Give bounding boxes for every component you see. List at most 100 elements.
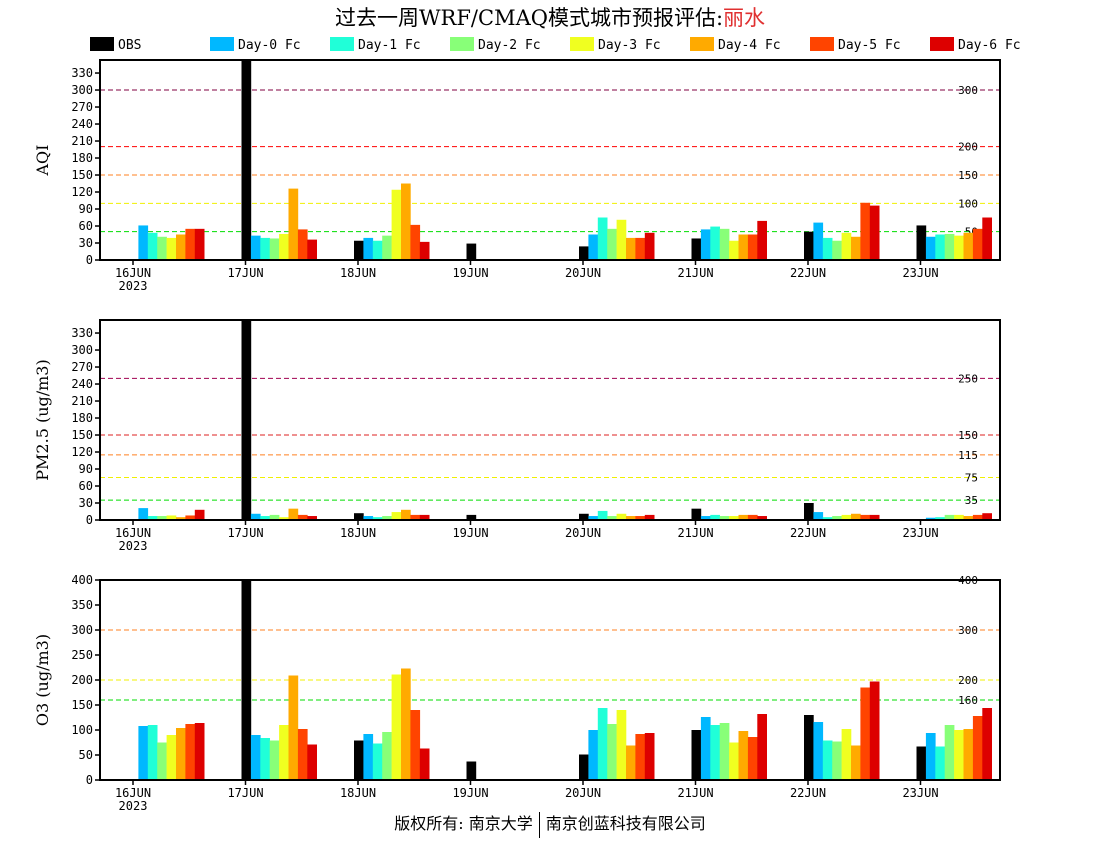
y-tick-label: 300 — [71, 623, 93, 637]
x-tick-label: 21JUN — [677, 786, 713, 800]
bar-day-2-fc — [832, 516, 842, 520]
bar-day-4-fc — [963, 729, 974, 780]
bar-day-2-fc — [832, 240, 842, 260]
reference-line-label: 160 — [958, 694, 978, 707]
bar-day-4-fc — [738, 731, 749, 780]
bar-day-3-fc — [279, 517, 289, 520]
bar-day-4-fc — [963, 516, 974, 520]
bar-day-1-fc — [260, 516, 270, 520]
bar-day-4-fc — [176, 728, 186, 780]
bar-day-6-fc — [644, 232, 655, 260]
legend-label-1: Day-0 Fc — [238, 38, 301, 53]
panel-0: 3002001501005003060901201501802102402703… — [33, 59, 1001, 293]
bar-obs — [579, 754, 589, 780]
reference-line-label: 300 — [958, 624, 978, 637]
title-text: 过去一周WRF/CMAQ模式城市预报评估: — [334, 6, 724, 30]
x-tick-label: 2023 — [119, 799, 148, 813]
bar-day-3-fc — [954, 514, 964, 520]
y-tick-label: 150 — [71, 428, 93, 442]
bar-day-0-fc — [363, 734, 374, 780]
y-tick-label: 100 — [71, 723, 93, 737]
bar-day-5-fc — [297, 229, 308, 260]
bar-day-4-fc — [401, 183, 411, 260]
y-tick-label: 350 — [71, 598, 93, 612]
x-tick-label: 18JUN — [340, 266, 376, 280]
x-tick-label: 18JUN — [340, 526, 376, 540]
y-tick-label: 120 — [71, 185, 93, 199]
legend-swatch-1 — [210, 37, 234, 51]
bar-day-3-fc — [279, 725, 289, 780]
bar-day-6-fc — [644, 514, 655, 520]
bar-day-6-fc — [757, 220, 767, 260]
y-tick-label: 240 — [71, 377, 93, 391]
legend-label-0: OBS — [118, 38, 141, 53]
bar-day-5-fc — [747, 737, 758, 780]
bar-day-0-fc — [588, 234, 599, 260]
reference-line-label: 300 — [958, 84, 978, 97]
plot-frame — [99, 319, 1001, 521]
bar-day-2-fc — [157, 742, 167, 780]
bar-day-6-fc — [982, 217, 992, 260]
bar-day-6-fc — [194, 723, 205, 780]
y-tick-label: 270 — [71, 100, 93, 114]
bar-day-1-fc — [147, 232, 158, 260]
bar-day-3-fc — [841, 232, 852, 260]
y-tick-label: 30 — [79, 496, 93, 510]
bar-day-5-fc — [860, 687, 871, 780]
bar-day-0-fc — [700, 229, 711, 260]
y-tick-label: 400 — [71, 573, 93, 587]
bar-day-4-fc — [626, 516, 636, 520]
bar-obs — [241, 580, 252, 780]
x-tick-label: 18JUN — [340, 786, 376, 800]
bar-day-0-fc — [138, 726, 149, 780]
x-tick-label: 17JUN — [227, 786, 263, 800]
bar-day-3-fc — [616, 710, 627, 780]
bar-day-6-fc — [644, 733, 655, 780]
reference-line-label: 150 — [958, 169, 978, 182]
bar-day-5-fc — [635, 237, 646, 260]
bar-day-3-fc — [279, 233, 289, 260]
y-tick-label: 180 — [71, 151, 93, 165]
bar-obs — [691, 238, 702, 260]
bar-day-0-fc — [925, 733, 936, 780]
legend-swatch-2 — [330, 37, 354, 51]
y-tick-label: 0 — [86, 513, 93, 527]
bar-day-3-fc — [729, 516, 739, 520]
bar-obs — [916, 746, 927, 780]
bar-day-3-fc — [616, 513, 627, 520]
bar-day-5-fc — [747, 514, 758, 520]
bar-obs — [804, 231, 814, 260]
bar-day-3-fc — [391, 674, 402, 780]
bar-day-6-fc — [757, 516, 767, 520]
legend-label-3: Day-2 Fc — [478, 38, 541, 53]
x-tick-label: 19JUN — [452, 786, 488, 800]
x-tick-label: 23JUN — [902, 786, 938, 800]
y-tick-label: 0 — [86, 253, 93, 267]
reference-line-label: 150 — [958, 429, 978, 442]
x-tick-label: 16JUN — [115, 526, 151, 540]
bar-day-5-fc — [635, 516, 646, 520]
bar-day-2-fc — [382, 516, 392, 520]
bar-day-2-fc — [269, 740, 280, 780]
footer-divider — [538, 811, 540, 838]
reference-line-label: 200 — [958, 674, 978, 687]
bar-obs — [579, 246, 589, 260]
chart-title: 过去一周WRF/CMAQ模式城市预报评估:丽水 — [0, 2, 1100, 32]
x-tick-label: 20JUN — [565, 786, 601, 800]
bar-day-2-fc — [607, 228, 617, 260]
bar-day-1-fc — [147, 516, 158, 520]
bar-day-4-fc — [626, 237, 636, 260]
title-city: 丽水 — [723, 6, 766, 30]
bar-day-4-fc — [851, 513, 861, 520]
y-tick-label: 180 — [71, 411, 93, 425]
y-tick-label: 120 — [71, 445, 93, 459]
bar-day-2-fc — [719, 516, 730, 520]
reference-line-label: 200 — [958, 141, 978, 154]
bar-obs — [354, 513, 364, 520]
bar-day-3-fc — [954, 235, 964, 260]
bar-day-2-fc — [157, 516, 167, 520]
x-tick-label: 21JUN — [677, 526, 713, 540]
y-tick-label: 270 — [71, 360, 93, 374]
bar-day-2-fc — [382, 732, 392, 780]
legend-label-5: Day-4 Fc — [718, 38, 781, 53]
